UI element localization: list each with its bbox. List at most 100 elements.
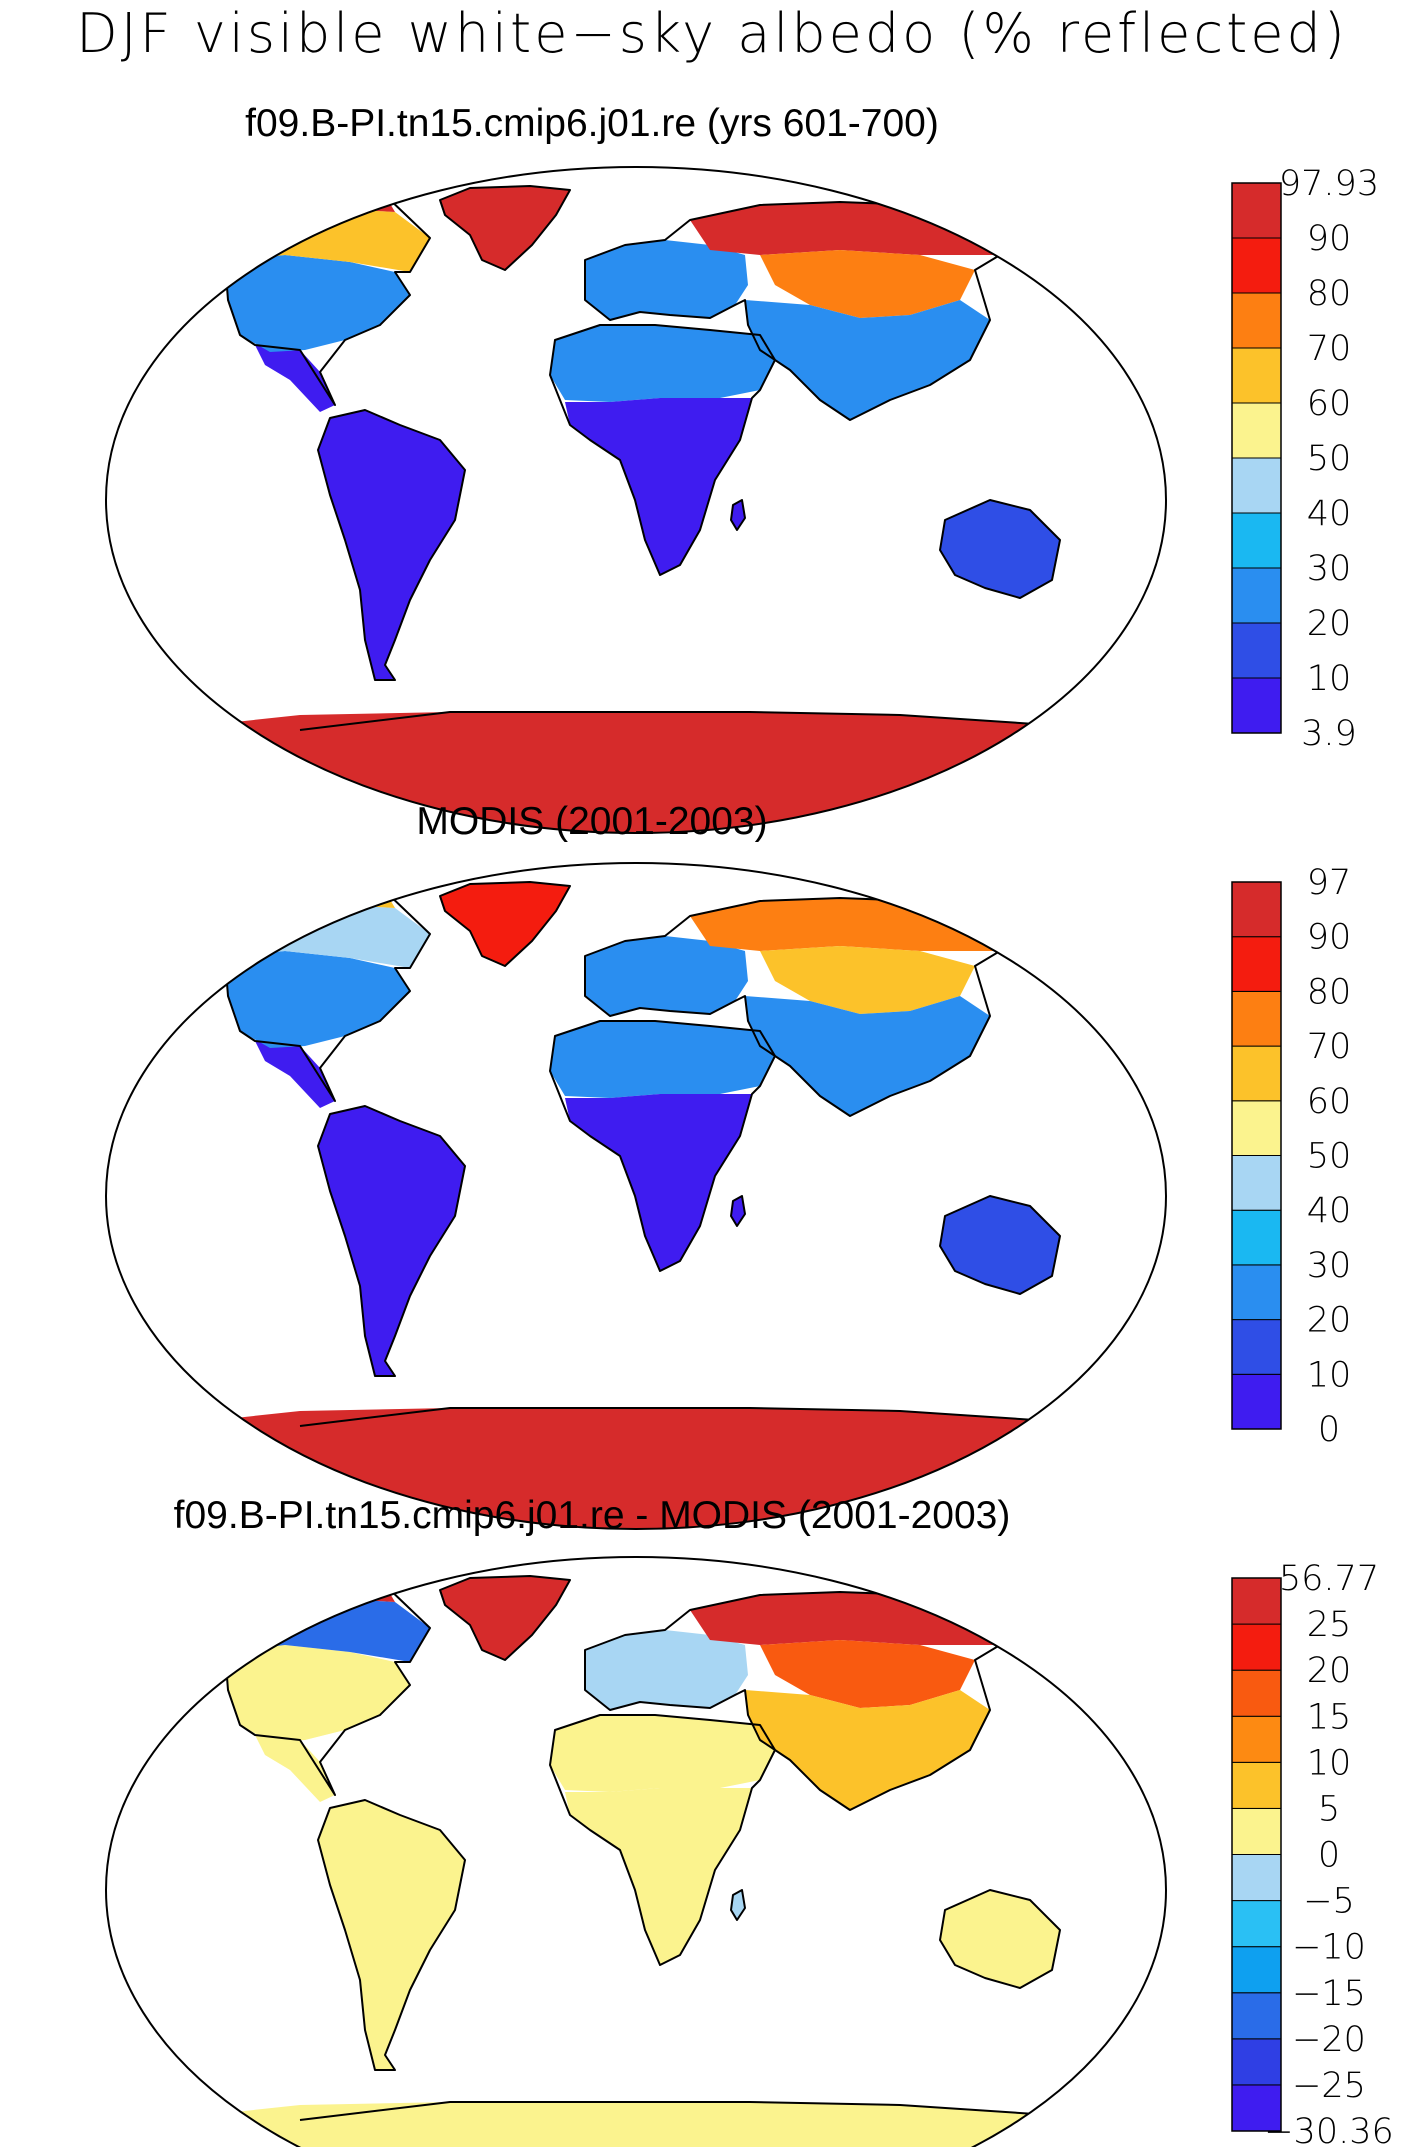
colorbar-swatch	[1231, 512, 1282, 569]
colorbar-label: −20	[1292, 2020, 1366, 2060]
colorbar-swatch	[1231, 347, 1282, 404]
colorbar-swatch	[1231, 1100, 1282, 1157]
coastline	[584, 1591, 1041, 1811]
panel-title: MODIS (2001-2003)	[416, 800, 767, 843]
coastline	[549, 324, 776, 576]
colorbar-swatch	[1231, 1319, 1282, 1375]
region-australia	[940, 1890, 1060, 1988]
region-greenland	[440, 186, 570, 270]
region-africa	[565, 398, 752, 575]
colorbar-label: 10	[1307, 659, 1352, 699]
colorbar-swatch	[1231, 677, 1282, 734]
region-europe	[585, 1630, 748, 1710]
region-south-america	[318, 1800, 465, 2070]
colorbar-swatch	[1231, 990, 1282, 1047]
coastline	[730, 499, 746, 531]
figure-title: DJF visible white−sky albedo (% reflecte…	[76, 2, 1348, 65]
region-central-asia	[760, 250, 975, 318]
coastline	[730, 1195, 746, 1227]
colorbar-label: 80	[1307, 972, 1352, 1012]
colorbar-frame	[1231, 182, 1282, 734]
region-siberia	[690, 1592, 1040, 1645]
region-usa	[225, 1645, 410, 1742]
colorbar-label: 20	[1307, 1651, 1352, 1691]
coastline	[317, 409, 466, 681]
colorbar-label: 50	[1307, 1137, 1352, 1177]
region-central-asia	[760, 1640, 975, 1708]
colorbar-swatch	[1231, 881, 1282, 938]
colorbar-swatch	[1231, 567, 1282, 624]
colorbar-swatch	[1231, 1623, 1282, 1671]
panel-model: f09.B-PI.tn15.cmip6.j01.re (yrs 601-700)…	[105, 102, 1379, 834]
colorbar-label: 10	[1307, 1743, 1352, 1783]
colorbar-label: 0	[1318, 1410, 1340, 1450]
region-south-america	[318, 410, 465, 680]
region-mexico	[255, 1735, 335, 1802]
map-frame	[105, 862, 1167, 1530]
colorbar-swatch	[1231, 1715, 1282, 1763]
colorbar-label: 97.93	[1279, 164, 1379, 204]
region-greenland	[440, 882, 570, 966]
colorbar-label: −10	[1292, 1928, 1366, 1968]
coastline	[439, 881, 571, 967]
colorbar-label: 90	[1307, 219, 1352, 259]
colorbar-swatch	[1231, 1264, 1282, 1321]
region-siberia	[690, 898, 1040, 951]
region-sahara	[550, 325, 775, 402]
colorbar-label: 30	[1307, 549, 1352, 589]
region-europe	[585, 936, 748, 1016]
panel-title: f09.B-PI.tn15.cmip6.j01.re - MODIS (2001…	[174, 1494, 1011, 1537]
region-asia	[745, 1690, 990, 1810]
coastline	[317, 1799, 466, 2071]
region-usa	[225, 255, 410, 352]
coastline	[939, 499, 1061, 599]
colorbar-label: 25	[1307, 1605, 1352, 1645]
colorbar-swatch	[1231, 457, 1282, 514]
colorbar-swatch	[1231, 292, 1282, 349]
colorbar-label: 40	[1307, 494, 1352, 534]
coastline	[939, 1889, 1061, 1989]
region-europe	[585, 240, 748, 320]
colorbar-frame	[1231, 881, 1282, 1430]
colorbar-swatch	[1231, 1854, 1282, 1902]
colorbar-swatch	[1231, 237, 1282, 294]
coastline	[730, 1889, 746, 1921]
colorbar-label: 15	[1307, 1697, 1352, 1737]
region-greenland	[440, 1576, 570, 1660]
colorbar-label: 50	[1307, 439, 1352, 479]
colorbar-swatch	[1231, 2038, 1282, 2086]
colorbar-label: 97	[1307, 863, 1352, 903]
coastline	[439, 185, 571, 271]
region-antarctica	[160, 2102, 1150, 2147]
colorbar-swatch	[1231, 1900, 1282, 1948]
colorbar-label: 3.9	[1301, 714, 1357, 754]
region-south-america	[318, 1106, 465, 1376]
colorbar-swatch	[1231, 1155, 1282, 1211]
colorbar-swatch	[1231, 1669, 1282, 1717]
colorbar: −30.36 −25 −20 −15 −10 −5 0 5 10 15 20 25 56.77	[1231, 1559, 1394, 2147]
coastline	[299, 711, 1051, 731]
coastline	[439, 1575, 571, 1661]
colorbar-label: 70	[1307, 1027, 1352, 1067]
colorbar-frame	[1231, 1577, 1282, 2132]
colorbar-swatch	[1231, 1373, 1282, 1430]
colorbar-label: −25	[1292, 2066, 1366, 2106]
colorbar-label: 20	[1307, 604, 1352, 644]
colorbar-label: 40	[1307, 1191, 1352, 1231]
colorbar-label: 20	[1307, 1301, 1352, 1341]
colorbar-label: 60	[1307, 1082, 1352, 1122]
colorbar-swatch	[1231, 1807, 1282, 1855]
colorbar-label: 90	[1307, 918, 1352, 958]
coastline	[549, 1714, 776, 1966]
colorbar-label: 10	[1307, 1355, 1352, 1395]
panel-modis: MODIS (2001-2003) 0 10 20 30 40 50 60 70 80 90 97	[105, 800, 1352, 1530]
colorbar-swatch	[1231, 182, 1282, 239]
colorbar-swatch	[1231, 1209, 1282, 1266]
colorbar-label: 5	[1318, 1789, 1340, 1829]
map-frame	[105, 166, 1167, 834]
panel-difference: f09.B-PI.tn15.cmip6.j01.re - MODIS (2001…	[105, 1494, 1394, 2147]
region-sahara	[550, 1021, 775, 1098]
region-central-asia	[760, 946, 975, 1014]
region-africa	[565, 1788, 752, 1965]
